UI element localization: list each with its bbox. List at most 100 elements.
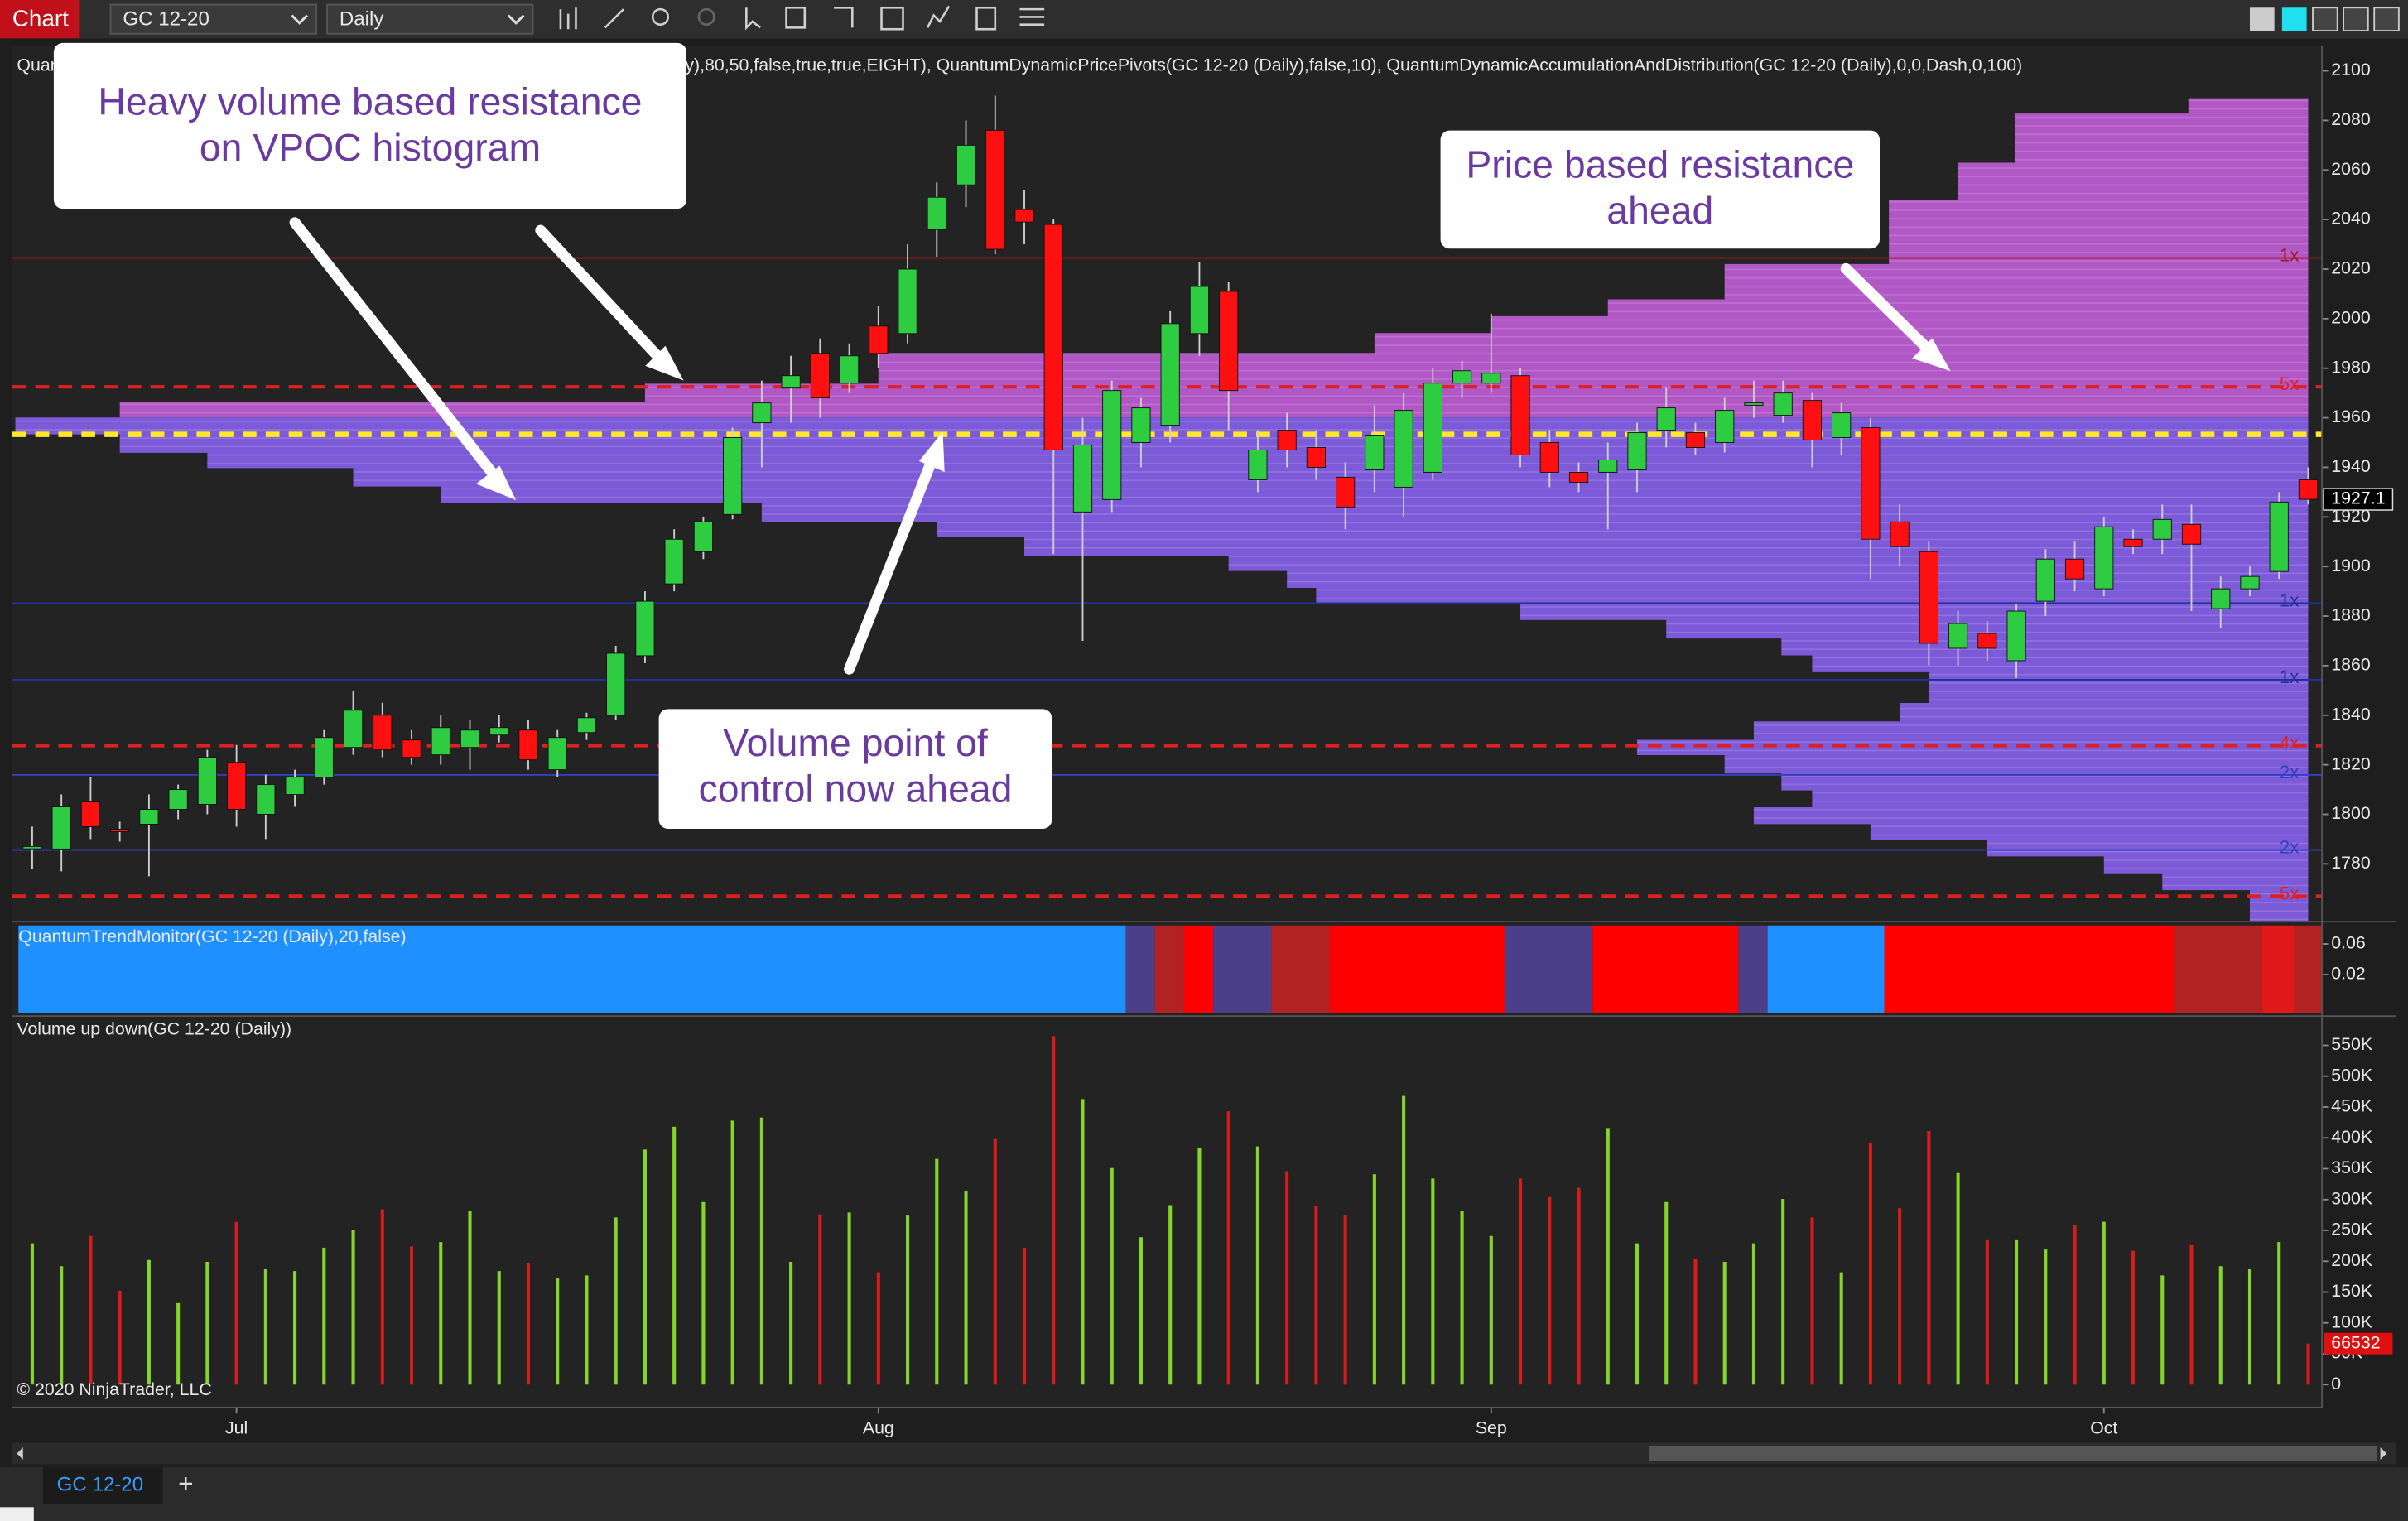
dropdown-arrow[interactable] bbox=[291, 14, 308, 25]
lower-layer: JulAugSepOct050K100K150K200K250K300K350K… bbox=[30, 933, 2393, 1437]
candle-body bbox=[2298, 479, 2319, 500]
candle-body bbox=[1365, 435, 1385, 470]
tab-label[interactable]: GC 12-20 bbox=[57, 1474, 143, 1496]
candle-body bbox=[227, 762, 247, 810]
candle-body bbox=[752, 402, 772, 424]
y-tick-label: 500K bbox=[2331, 1065, 2372, 1085]
window-buttons[interactable] bbox=[2249, 7, 2400, 32]
callout-text: ahead bbox=[1606, 189, 1713, 232]
candle-body bbox=[985, 129, 1005, 250]
candle-body bbox=[110, 828, 130, 832]
candle-body bbox=[460, 729, 480, 748]
pivot-label: 5x bbox=[2280, 373, 2299, 394]
indicator-label: ily),80,50,false,true,true,EIGHT), Quant… bbox=[677, 55, 2022, 75]
instrument-value[interactable]: GC 12-20 bbox=[123, 7, 209, 30]
candle-body bbox=[869, 325, 889, 354]
y-tick-label: 1940 bbox=[2331, 456, 2371, 476]
candle-body bbox=[1948, 623, 1968, 649]
candle-body bbox=[1656, 407, 1676, 431]
y-tick-label: 550K bbox=[2331, 1034, 2372, 1054]
x-tick-label: Oct bbox=[2090, 1418, 2117, 1437]
candle-body bbox=[1248, 450, 1268, 480]
candle-body bbox=[1890, 521, 1910, 547]
y-tick-label: 400K bbox=[2331, 1127, 2372, 1147]
tab[interactable] bbox=[42, 1467, 163, 1504]
tab-bar bbox=[0, 1467, 2408, 1521]
candle-body bbox=[1277, 430, 1297, 450]
y-tick-label: 1980 bbox=[2331, 357, 2371, 377]
candle-body bbox=[80, 801, 101, 827]
chart-tab-label[interactable]: Chart bbox=[12, 5, 69, 31]
y-tick-label: 1840 bbox=[2331, 704, 2371, 724]
candle-body bbox=[635, 600, 655, 657]
candle-body bbox=[431, 727, 450, 756]
candle-body bbox=[1160, 323, 1180, 426]
candle-body bbox=[927, 196, 946, 230]
taskbar bbox=[0, 1507, 34, 1521]
candle-body bbox=[1043, 224, 1063, 450]
y-tick-label: 1820 bbox=[2331, 753, 2371, 773]
candle-body bbox=[2152, 518, 2172, 540]
candle-body bbox=[1219, 291, 1239, 392]
candle-body bbox=[1802, 400, 1823, 440]
y-tick-label: 1880 bbox=[2331, 605, 2371, 625]
y-tick-label: 100K bbox=[2331, 1312, 2372, 1331]
pivot-label: 1x bbox=[2280, 667, 2299, 687]
candle-body bbox=[2181, 523, 2202, 545]
candle-body bbox=[2123, 538, 2143, 547]
volume-profile-texture bbox=[119, 98, 2309, 418]
interval-value[interactable]: Daily bbox=[340, 7, 384, 30]
candle-body bbox=[1102, 390, 1122, 500]
chart-tab[interactable] bbox=[0, 0, 80, 39]
y-tick-label: 2060 bbox=[2331, 159, 2371, 179]
y-tick-label: 150K bbox=[2331, 1281, 2372, 1301]
y-tick-label: 200K bbox=[2331, 1250, 2372, 1270]
candle-body bbox=[1481, 373, 1501, 384]
y-tick-label: 1900 bbox=[2331, 556, 2371, 575]
interval-select[interactable] bbox=[326, 3, 534, 35]
pivot-label: 2x bbox=[2280, 837, 2299, 858]
candle-body bbox=[314, 737, 334, 778]
candle-body bbox=[1072, 445, 1093, 513]
y-tick-label: 300K bbox=[2331, 1188, 2372, 1208]
candle-body bbox=[898, 268, 917, 335]
pivot-label: 1x bbox=[2280, 590, 2299, 611]
y-tick-label: 2000 bbox=[2331, 307, 2371, 327]
callout-box bbox=[53, 42, 687, 209]
candle-body bbox=[373, 715, 393, 751]
add-tab[interactable]: + bbox=[178, 1469, 193, 1499]
instrument-select[interactable] bbox=[109, 3, 317, 35]
candle-body bbox=[1131, 407, 1151, 443]
trend-strip bbox=[18, 925, 2323, 1013]
callout-text: on VPOC histogram bbox=[200, 126, 541, 169]
candle-body bbox=[1306, 447, 1326, 468]
y-tick-label: 0.06 bbox=[2331, 933, 2365, 953]
candle-body bbox=[2269, 501, 2289, 572]
toolbar-icons[interactable] bbox=[559, 5, 1045, 31]
candle-body bbox=[343, 710, 364, 748]
x-tick-label: Jul bbox=[225, 1418, 248, 1437]
candle-body bbox=[576, 717, 597, 734]
candle-body bbox=[1510, 375, 1530, 455]
candle-body bbox=[2006, 610, 2026, 662]
candle-body bbox=[139, 809, 159, 825]
candle-body bbox=[1919, 551, 1938, 644]
dropdown-arrow[interactable] bbox=[507, 14, 525, 25]
callout-text: control now ahead bbox=[699, 768, 1013, 811]
last-volume-box bbox=[2323, 1332, 2393, 1355]
candle-body bbox=[256, 784, 276, 815]
candle-body bbox=[1394, 410, 1413, 488]
y-tick-label: 250K bbox=[2331, 1220, 2372, 1239]
x-tick-label: Aug bbox=[863, 1418, 894, 1437]
indicator-label: Quan bbox=[17, 55, 60, 75]
candle-body bbox=[1773, 392, 1793, 416]
candle-body bbox=[1744, 402, 1764, 406]
pivot-label: 1x bbox=[2280, 245, 2299, 266]
candle-body bbox=[664, 538, 684, 585]
pivot-label: 2x bbox=[2280, 762, 2299, 782]
y-tick-label: 0.02 bbox=[2331, 964, 2365, 984]
scrollbar-thumb[interactable] bbox=[1649, 1446, 2377, 1461]
candle-body bbox=[810, 353, 830, 399]
candle-body bbox=[1336, 476, 1356, 508]
candle-body bbox=[606, 652, 626, 716]
